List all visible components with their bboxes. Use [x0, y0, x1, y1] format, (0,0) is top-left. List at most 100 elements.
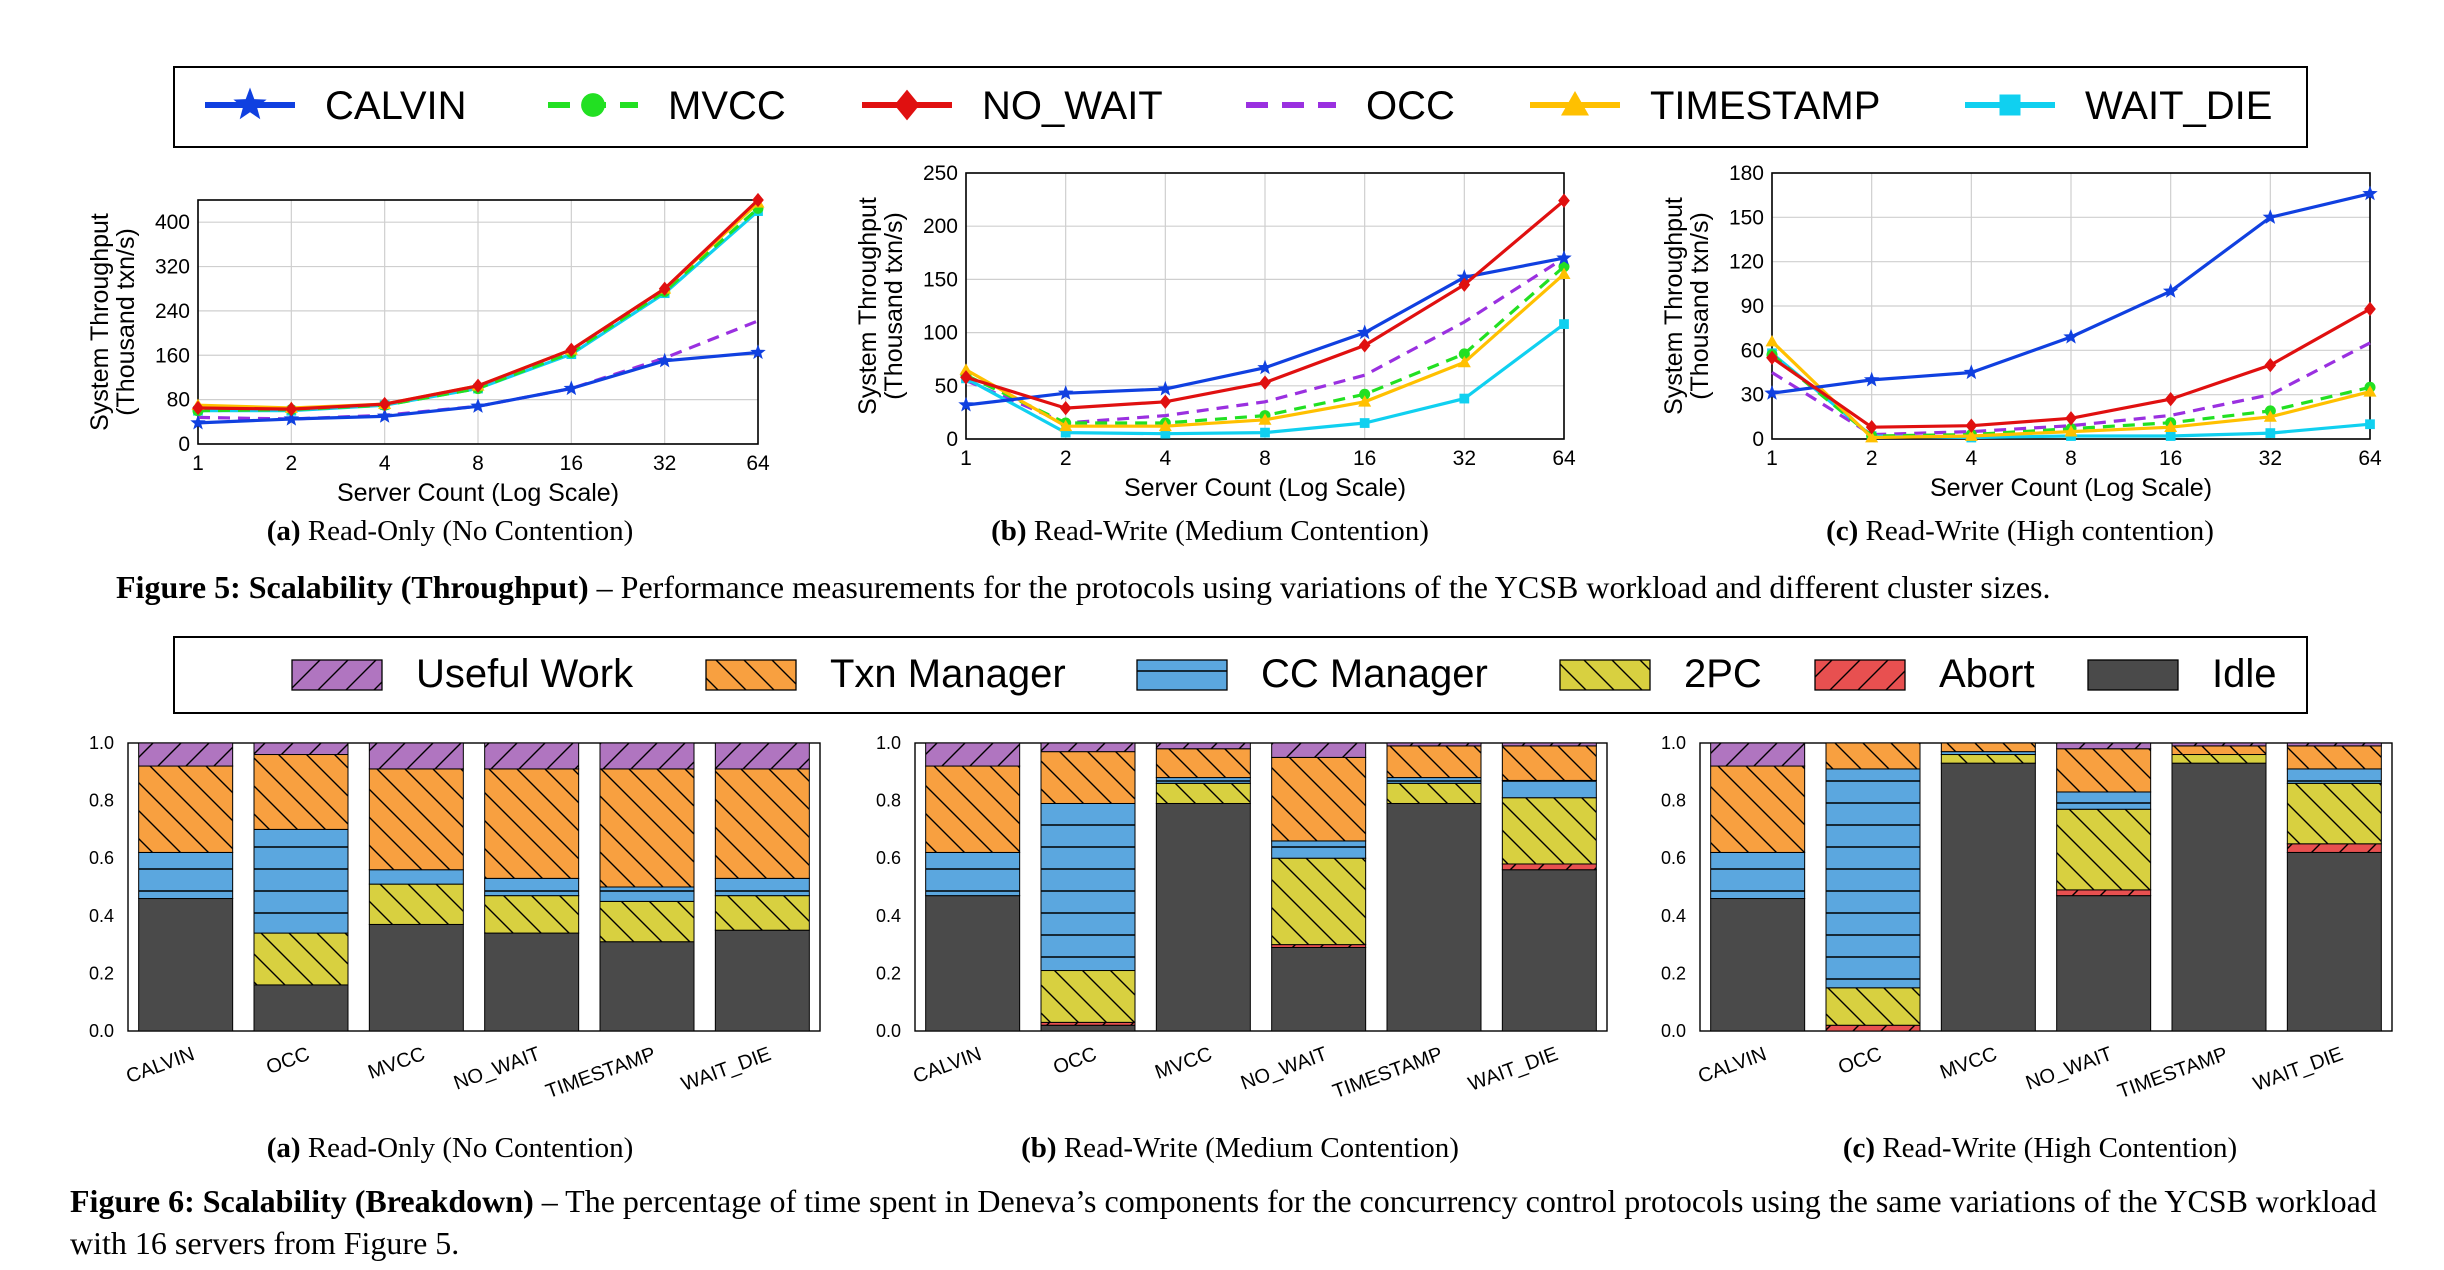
bar-segment-hatch — [1941, 754, 2036, 764]
y-tick-label: 0 — [1752, 428, 1764, 451]
bar-segment-hatch — [484, 878, 579, 896]
legend-marker-wait-die — [1999, 94, 2021, 116]
data-point-calvin — [283, 410, 300, 426]
y-tick-label: 0.0 — [876, 1021, 901, 1041]
y-tick-label: 0.6 — [89, 848, 114, 868]
data-point-timestamp — [1059, 419, 1073, 432]
legend-label-no-wait: NO_WAIT — [982, 84, 1163, 128]
bar-segment-hatch — [1941, 743, 2036, 752]
bar-segment-hatch — [600, 768, 694, 887]
throughput-chart-3: 0 30 60 90 120 150 180 1 2 4 8 16 32 64 Server Count (… — [1660, 162, 2382, 502]
bar-segment-hatch — [254, 754, 348, 830]
bar-segment-hatch — [1041, 803, 1135, 971]
series-calvin — [958, 250, 1572, 412]
bar-no-wait — [2056, 742, 2152, 1032]
legend-item-timestamp: TIMESTAMP — [1530, 84, 1880, 128]
legend-label-timestamp: TIMESTAMP — [1650, 84, 1880, 128]
bar-mvcc — [368, 742, 464, 1032]
bar-segment-hatch — [600, 887, 694, 902]
legend-item-mvcc: MVCC — [548, 84, 786, 128]
bar-segment-idle — [1940, 762, 2036, 1032]
x-tick-label-wait-die: WAIT_DIE — [1465, 1043, 1561, 1096]
data-point-timestamp — [2263, 410, 2277, 422]
bar-segment-hatch — [1826, 987, 1920, 1026]
data-point-timestamp — [1358, 395, 1372, 407]
legend-label-occ: OCC — [1366, 84, 1455, 128]
fig6-subcaption-a: (a) Read-Only (No Contention) — [266, 1132, 634, 1164]
bar-segment-idle — [1040, 1024, 1136, 1032]
bar-segment-idle — [2171, 762, 2267, 1032]
bar-segment-hatch — [1387, 745, 1481, 778]
data-point-mvcc — [1458, 348, 1470, 360]
bar-segment-hatch — [1826, 743, 1920, 769]
bar-segment-idle — [2286, 851, 2382, 1032]
legend-swatch-idle — [2088, 660, 2178, 690]
y-tick-label: 400 — [155, 211, 190, 234]
bar-segment-hatch — [1941, 751, 2036, 755]
x-tick-label-timestamp: TIMESTAMP — [2115, 1043, 2231, 1103]
bar-segment-hatch — [2056, 791, 2151, 810]
fig6-subcaption-b: (b) Read-Write (Medium Contention) — [1021, 1132, 1459, 1164]
x-tick-label: 2 — [1866, 447, 1878, 470]
y-tick-label: 0.2 — [1661, 963, 1686, 983]
data-point-calvin — [1257, 359, 1273, 375]
bar-segment-hatch — [1271, 944, 1366, 948]
data-point-mvcc — [1558, 261, 1570, 273]
data-point-timestamp — [1158, 419, 1172, 432]
data-point-no-wait — [1059, 400, 1072, 416]
bar-segment-hatch — [600, 743, 694, 769]
bar-segment-idle — [2056, 895, 2152, 1032]
bar-segment-hatch — [2287, 768, 2382, 784]
data-point-no-wait — [2264, 357, 2277, 373]
legend-item-abort: Abort — [1814, 652, 2035, 696]
data-point-wait-die — [1260, 427, 1270, 438]
data-point-calvin — [1356, 324, 1373, 340]
y-tick-label: 60 — [1741, 339, 1764, 362]
data-point-timestamp — [1557, 267, 1571, 279]
data-point-no-wait — [1558, 193, 1570, 208]
bar-segment-hatch — [2172, 745, 2266, 755]
data-point-timestamp — [1964, 429, 1978, 441]
y-tick-label: 0.6 — [1661, 848, 1686, 868]
y-axis-label-line: System Throughput — [854, 197, 882, 415]
y-tick-label: 240 — [155, 300, 190, 323]
bar-segment-hatch — [369, 884, 464, 925]
x-tick-label-calvin: CALVIN — [910, 1043, 984, 1088]
x-tick-label: 2 — [285, 452, 297, 475]
y-axis-label: System Throughput(Thousand txn/s) — [854, 197, 908, 415]
x-tick-label: 32 — [1453, 447, 1476, 470]
series-timestamp — [1765, 334, 2377, 443]
data-point-timestamp — [1765, 334, 1779, 347]
x-tick-label: 64 — [746, 452, 770, 475]
bar-no-wait — [484, 742, 580, 1032]
data-point-timestamp — [1865, 431, 1879, 443]
y-tick-label: 1.0 — [89, 733, 114, 753]
bar-segment-hatch — [2287, 843, 2382, 853]
legend-swatch-hatch — [1815, 660, 1905, 690]
bar-wait-die — [1501, 742, 1597, 1032]
x-tick-label-no-wait: NO_WAIT — [451, 1043, 543, 1095]
y-axis-label-line: (Thousand txn/s) — [112, 228, 140, 416]
data-point-timestamp — [1457, 355, 1471, 368]
legend-label-useful-work: Useful Work — [416, 652, 634, 696]
bar-segment-hatch — [1271, 858, 1366, 945]
data-point-calvin — [1057, 385, 1074, 400]
legend-swatch-border — [1814, 659, 1906, 691]
y-tick-label: 0.2 — [876, 963, 901, 983]
data-point-wait-die — [2365, 419, 2375, 430]
x-tick-label-occ: OCC — [1835, 1043, 1884, 1079]
bar-no-wait — [1271, 742, 1367, 1032]
throughput-chart-1: 0 80 160 240 320 400 1 2 4 8 16 32 64 Server Count (L… — [86, 192, 770, 507]
x-tick-label-timestamp: TIMESTAMP — [1330, 1043, 1446, 1103]
bar-segment-hatch — [2287, 783, 2382, 844]
plot-frame — [1699, 742, 2393, 1032]
data-point-no-wait — [752, 192, 764, 208]
legend-swatch-hatch — [1137, 660, 1227, 690]
data-point-calvin — [1863, 371, 1880, 387]
data-point-wait-die — [1359, 418, 1370, 428]
data-point-no-wait — [1159, 394, 1172, 409]
bar-segment-hatch — [1826, 1025, 1920, 1031]
y-tick-label: 80 — [167, 389, 190, 412]
data-point-calvin — [1764, 385, 1780, 400]
bar-calvin — [925, 742, 1021, 1032]
